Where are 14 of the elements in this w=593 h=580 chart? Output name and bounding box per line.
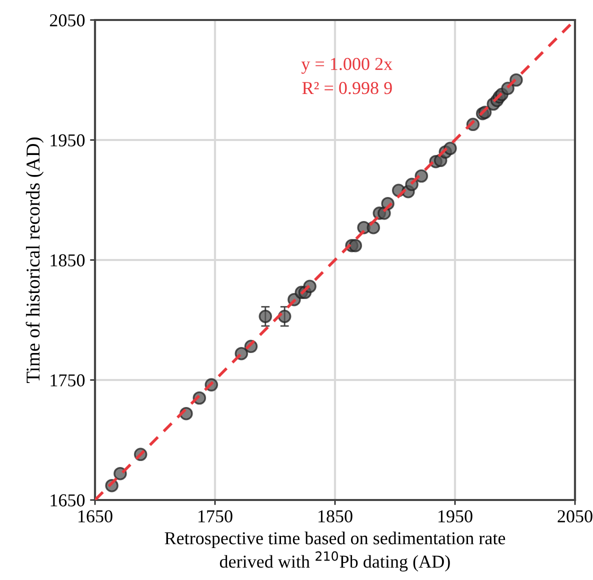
y-tick-label: 1650 xyxy=(50,494,85,506)
annotation: R² = 0.998 9 xyxy=(302,82,392,94)
x-tick-label: 1850 xyxy=(318,510,352,522)
x-tick-label: 1750 xyxy=(198,510,232,522)
y-tick-label: 1750 xyxy=(50,374,85,386)
annotation: y = 1.000 2x xyxy=(301,58,392,74)
y-tick-label: 2050 xyxy=(50,14,85,26)
x-tick-label: 1950 xyxy=(438,510,472,522)
y-tick-label: 1950 xyxy=(50,134,85,146)
x-tick-label: 2050 xyxy=(558,510,592,522)
y-tick-label: 1850 xyxy=(50,254,85,266)
x-tick-label: 1650 xyxy=(78,510,112,522)
y-axis-title: Time of historical records (AD) xyxy=(26,138,44,383)
x-axis-title: Retrospective time based on sedimentation rate derived with $^{210}$Pb dating (AD) xyxy=(164,532,506,572)
